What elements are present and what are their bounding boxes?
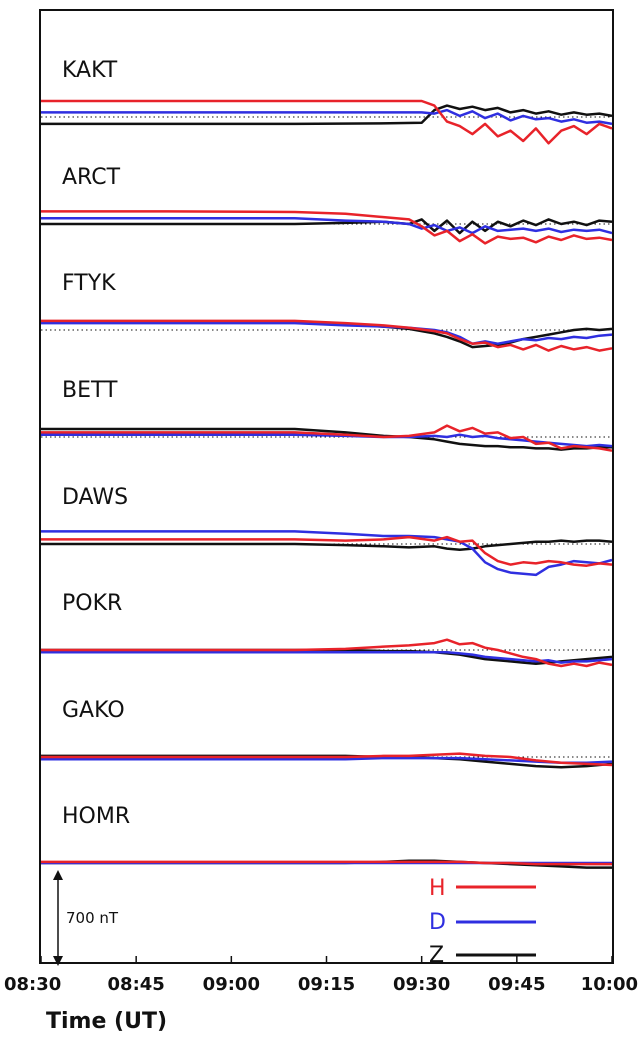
series-h-line (41, 638, 613, 668)
series-z-line (41, 218, 613, 235)
station-panel-daws: DAWS (41, 485, 613, 577)
series-d-line (41, 217, 613, 235)
series-h-line (41, 752, 613, 767)
scale-arrow-up-icon (53, 870, 63, 880)
x-tick-label: 09:15 (298, 974, 355, 995)
station-label: GAKO (62, 698, 125, 723)
series-d-line (41, 530, 613, 577)
station-panel-gako: GAKO (41, 698, 613, 769)
station-label: KAKT (62, 58, 118, 83)
scale-arrow-down-icon (53, 956, 63, 966)
series-z-line (41, 539, 613, 551)
x-tick-label: 09:00 (203, 974, 260, 995)
x-tick-label: 10:00 (581, 974, 638, 995)
station-panel-kakt: KAKT (41, 58, 613, 145)
series-h-line (41, 860, 612, 866)
station-panel-arct: ARCT (41, 165, 613, 245)
x-tick-label: 09:45 (488, 974, 545, 995)
legend: H D Z (429, 876, 536, 968)
station-panel-homr: HOMR (41, 804, 612, 869)
legend-label-h: H (429, 876, 446, 901)
series-d-line (41, 433, 613, 448)
series-h-line (41, 424, 613, 452)
x-tick-label: 08:30 (4, 974, 61, 995)
legend-label-d: D (429, 910, 446, 935)
series-z-line (41, 104, 613, 126)
station-panel-bett: BETT (41, 378, 613, 452)
series-h-line (41, 535, 613, 567)
x-tick-label: 08:45 (108, 974, 165, 995)
series-h-line (41, 210, 613, 245)
station-label: POKR (62, 591, 122, 616)
station-panel-pokr: POKR (41, 591, 613, 668)
series-z-line (41, 427, 612, 451)
x-tick-label: 09:30 (393, 974, 450, 995)
scale-bar: 700 nT (53, 870, 119, 966)
series-h-line (41, 99, 613, 145)
series-d-line (41, 108, 613, 126)
station-label: DAWS (62, 485, 128, 510)
scale-bar-label: 700 nT (66, 909, 119, 927)
legend-label-z: Z (429, 943, 444, 968)
station-panels: KAKT ARCT FTYK BETT DAWS POKR GAKO HOMR (41, 58, 613, 869)
series-d-line (41, 321, 613, 345)
x-axis-ticks: 08:30 08:45 09:00 09:15 09:30 09:45 10:00 (4, 956, 638, 995)
series-d-line (41, 651, 613, 664)
station-label: FTYK (62, 271, 116, 296)
station-label: BETT (62, 378, 118, 403)
series-h-line (41, 319, 613, 352)
station-label: ARCT (62, 165, 121, 190)
station-panel-ftyk: FTYK (41, 271, 613, 352)
x-axis-title: Time (UT) (46, 1009, 167, 1034)
station-label: HOMR (62, 804, 130, 829)
